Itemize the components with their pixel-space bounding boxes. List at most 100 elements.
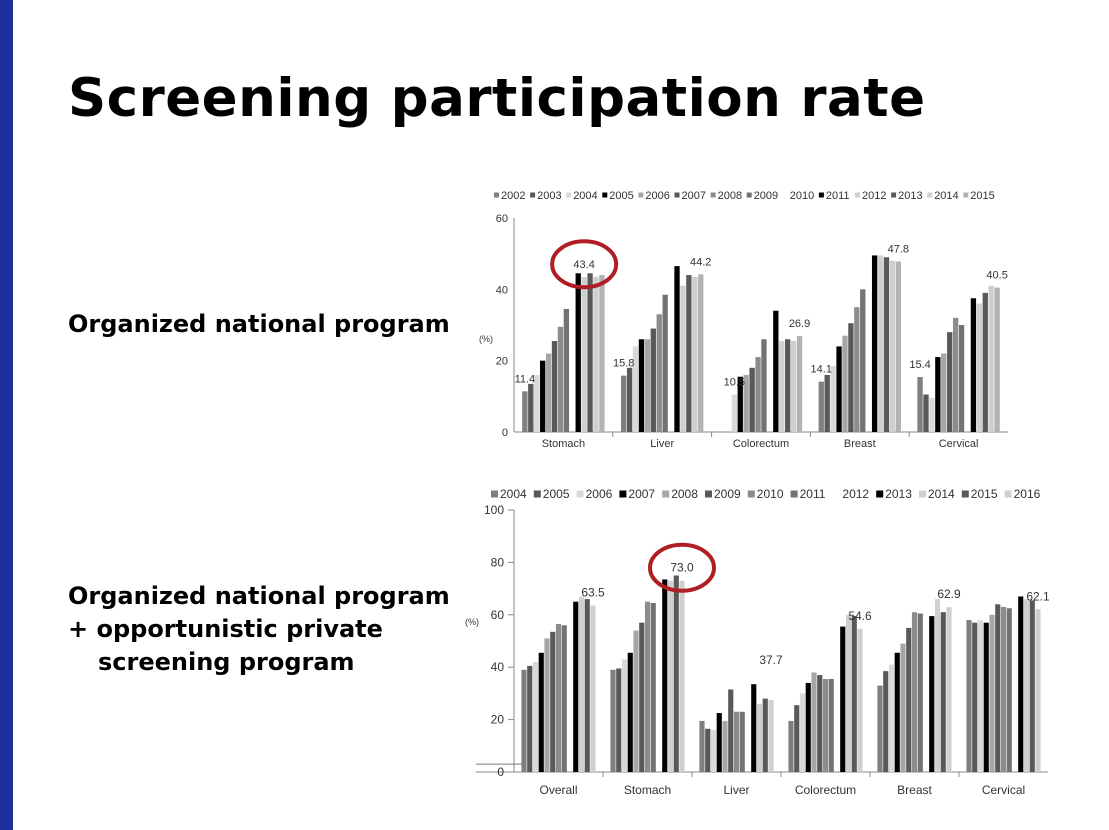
data-label: 10.5 xyxy=(724,377,745,389)
bar xyxy=(883,257,890,432)
chart-2: 2004 2005 2006 2007 2008 2009 2010 2011 2012 2013… xyxy=(465,487,1050,797)
bar xyxy=(644,339,651,432)
bar xyxy=(538,652,544,772)
bar xyxy=(877,685,883,772)
bar xyxy=(716,713,722,772)
bar xyxy=(722,720,728,772)
y-tick-label: 20 xyxy=(496,356,508,368)
highlight-circle xyxy=(648,542,717,593)
bar xyxy=(989,614,995,772)
bar xyxy=(633,630,639,772)
legend-swatch xyxy=(494,192,499,198)
legend-label: 2007 xyxy=(628,487,655,501)
bar xyxy=(917,377,923,432)
legend-label: 2012 xyxy=(842,487,869,501)
bar xyxy=(534,374,540,432)
legend-label: 2004 xyxy=(500,487,527,501)
bar xyxy=(900,643,906,772)
legend-swatch xyxy=(491,490,498,498)
label-organized-program: Organized national program xyxy=(68,310,450,338)
bar xyxy=(578,596,585,772)
bar xyxy=(828,678,834,772)
legend-label: 2015 xyxy=(970,190,994,202)
bar xyxy=(680,285,686,432)
data-label: 37.7 xyxy=(759,653,783,667)
bar xyxy=(743,374,749,432)
data-label: 47.8 xyxy=(888,244,909,256)
bar xyxy=(616,668,622,772)
bar xyxy=(818,381,824,432)
bar xyxy=(970,298,977,432)
legend-swatch xyxy=(638,192,644,198)
y-tick-label: 20 xyxy=(491,713,505,727)
legend-label: 2010 xyxy=(790,190,814,202)
data-label: 44.2 xyxy=(690,256,711,268)
bar xyxy=(799,693,806,772)
bar xyxy=(673,575,679,772)
bar xyxy=(995,604,1001,772)
bar xyxy=(894,652,900,772)
bar xyxy=(929,616,935,772)
bar xyxy=(686,275,692,432)
legend-label: 2009 xyxy=(754,190,778,202)
bar xyxy=(575,273,581,432)
bar xyxy=(587,273,593,432)
bar xyxy=(581,277,587,432)
bar xyxy=(550,631,556,772)
bar xyxy=(779,341,785,432)
legend-swatch xyxy=(747,490,755,498)
legend-swatch xyxy=(919,490,926,498)
legend-label: 2013 xyxy=(885,487,912,501)
bar xyxy=(539,360,546,432)
legend-label: 2003 xyxy=(537,190,561,202)
bar xyxy=(528,383,534,432)
legend-label: 2008 xyxy=(671,487,698,501)
bar xyxy=(557,326,564,432)
bar xyxy=(923,394,929,432)
bar xyxy=(555,623,562,772)
data-label: 62.9 xyxy=(937,587,961,601)
bar xyxy=(941,353,947,432)
legend-label: 2008 xyxy=(718,190,742,202)
y-tick-label: 60 xyxy=(496,213,508,225)
bar xyxy=(679,580,685,772)
label-combined-line-1: Organized national program xyxy=(68,582,450,610)
legend-label: 2006 xyxy=(645,190,669,202)
legend-label: 2006 xyxy=(586,487,613,501)
bar xyxy=(845,614,852,772)
legend-swatch xyxy=(961,490,969,498)
data-label: 54.6 xyxy=(848,609,872,623)
bar xyxy=(785,339,791,432)
bar xyxy=(768,699,774,772)
bar xyxy=(527,665,533,772)
bar xyxy=(895,261,901,432)
slide-title: Screening participation rate xyxy=(68,68,926,129)
bar xyxy=(656,314,662,432)
bar xyxy=(851,616,857,772)
legend-swatch xyxy=(963,192,969,198)
data-label: 15.8 xyxy=(613,358,634,370)
bar xyxy=(822,678,829,772)
bar xyxy=(935,357,941,432)
bar xyxy=(906,627,912,772)
bar xyxy=(593,276,599,432)
bar xyxy=(842,335,848,432)
y-tick-label: 40 xyxy=(496,284,508,296)
bar xyxy=(1035,609,1041,772)
data-label: 11.4 xyxy=(515,373,536,385)
bar xyxy=(854,307,860,432)
data-label: 40.5 xyxy=(986,270,1007,282)
legend-label: 2014 xyxy=(934,190,958,202)
bar xyxy=(966,620,972,772)
legend-label: 2016 xyxy=(1014,487,1041,501)
x-tick-label: Cervical xyxy=(939,438,979,450)
legend-swatch xyxy=(662,490,670,498)
x-tick-label: Liver xyxy=(650,438,674,450)
bar xyxy=(761,339,767,432)
bar xyxy=(824,374,830,432)
legend-label: 2015 xyxy=(971,487,998,501)
data-label: 73.0 xyxy=(670,561,694,575)
bar xyxy=(733,711,740,772)
data-label: 15.4 xyxy=(909,359,930,371)
legend-swatch xyxy=(619,490,627,498)
